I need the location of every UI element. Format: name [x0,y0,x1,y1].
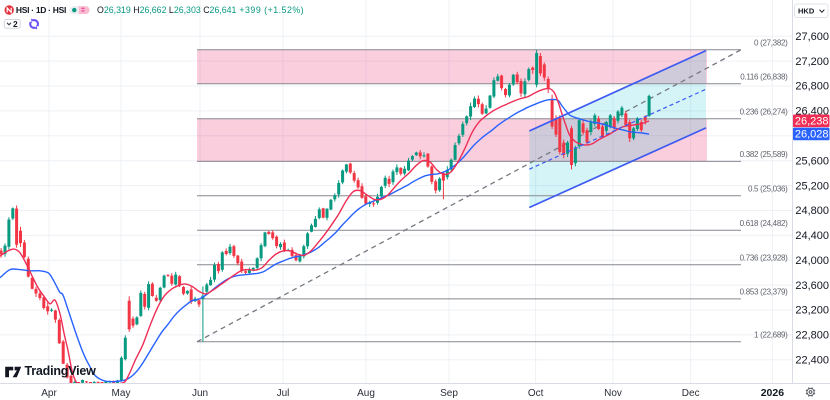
svg-text:Oct: Oct [528,388,544,399]
svg-text:25,200: 25,200 [795,180,829,192]
svg-text:TradingView: TradingView [25,364,97,378]
svg-text:0.116 (26,838): 0.116 (26,838) [740,72,788,81]
svg-text:1 (22,689): 1 (22,689) [754,331,788,340]
svg-text:0.736 (23,928): 0.736 (23,928) [740,253,788,262]
svg-text:Jun: Jun [192,388,208,399]
svg-text:May: May [112,388,131,399]
svg-text:26,238: 26,238 [795,116,829,128]
svg-text:Nov: Nov [604,388,622,399]
svg-text:0.236 (26,274): 0.236 (26,274) [740,107,788,116]
svg-text:26,800: 26,800 [795,81,829,93]
svg-text:Dec: Dec [682,388,700,399]
svg-text:0.618 (24,482): 0.618 (24,482) [740,219,788,228]
svg-text:22,800: 22,800 [795,330,829,342]
svg-text:Sep: Sep [440,388,458,399]
svg-text:HKD: HKD [798,7,815,16]
svg-text:0.382 (25,589): 0.382 (25,589) [740,150,788,159]
svg-text:Aug: Aug [357,388,375,399]
svg-text:HSI · 1D · HSI: HSI · 1D · HSI [16,5,66,15]
svg-text:22,400: 22,400 [795,355,829,367]
svg-text:25,600: 25,600 [795,155,829,167]
svg-text:0.5 (25,036): 0.5 (25,036) [748,185,788,194]
svg-text:24,400: 24,400 [795,230,829,242]
svg-text:24,800: 24,800 [795,205,829,217]
svg-text:2: 2 [13,19,18,29]
svg-text:0 (27,382): 0 (27,382) [754,39,788,48]
svg-text:27,200: 27,200 [795,56,829,68]
svg-text:Apr: Apr [41,388,57,399]
svg-text:27,600: 27,600 [795,31,829,43]
svg-text:O26,319 H26,662 L26,303 C26,64: O26,319 H26,662 L26,303 C26,641 +399 (+1… [97,5,304,15]
svg-text:0.853 (23,379): 0.853 (23,379) [740,288,788,297]
svg-text:Jul: Jul [277,388,290,399]
svg-text:24,000: 24,000 [795,255,829,267]
svg-text:23,600: 23,600 [795,280,829,292]
svg-text:26,028: 26,028 [795,129,829,141]
svg-text:2026: 2026 [761,387,785,399]
svg-text:23,200: 23,200 [795,305,829,317]
